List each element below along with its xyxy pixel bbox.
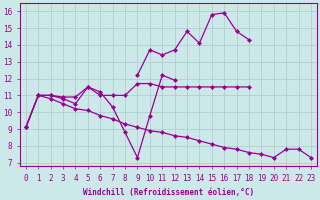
X-axis label: Windchill (Refroidissement éolien,°C): Windchill (Refroidissement éolien,°C)	[83, 188, 254, 197]
